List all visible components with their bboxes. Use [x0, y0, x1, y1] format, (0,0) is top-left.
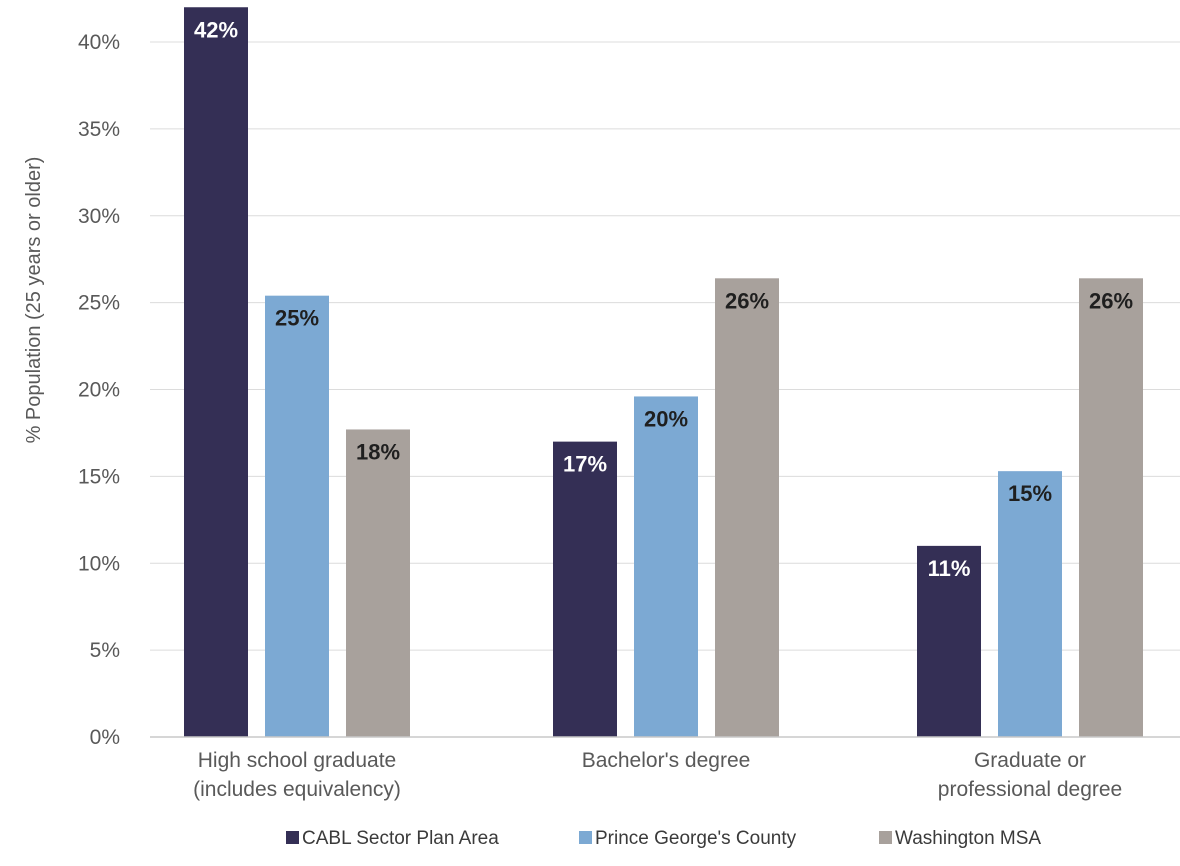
bar-washington-msa: [715, 278, 779, 737]
y-tick-label: 5%: [90, 639, 120, 662]
x-category-label: (includes equivalency): [193, 778, 401, 801]
x-category-label: Bachelor's degree: [582, 749, 751, 772]
y-tick-label: 20%: [78, 379, 120, 402]
bar-washington-msa: [1079, 278, 1143, 737]
legend: CABL Sector Plan Area Prince George's Cou…: [286, 828, 1041, 849]
y-tick-label: 10%: [78, 552, 120, 575]
bar-cabl-sector-plan-area: [553, 441, 617, 737]
data-label: 15%: [1008, 481, 1052, 506]
data-label: 20%: [644, 406, 688, 431]
data-label: 42%: [194, 17, 238, 42]
x-category-label: Graduate or: [974, 749, 1086, 772]
bar-prince-george-s-county: [998, 471, 1062, 737]
y-axis-tick-labels: 0% 5% 10% 15% 20% 25% 30% 35% 40%: [78, 31, 120, 749]
y-tick-label: 25%: [78, 292, 120, 315]
x-category-label: High school graduate: [198, 749, 396, 772]
y-tick-label: 0%: [90, 726, 120, 749]
legend-swatch: [579, 831, 592, 844]
legend-label: Washington MSA: [895, 828, 1041, 849]
y-tick-label: 35%: [78, 118, 120, 141]
bar-cabl-sector-plan-area: [917, 545, 981, 737]
legend-swatch: [286, 831, 299, 844]
legend-swatch: [879, 831, 892, 844]
bars: [184, 7, 1143, 737]
y-tick-label: 15%: [78, 465, 120, 488]
bar-prince-george-s-county: [265, 295, 329, 737]
bar-prince-george-s-county: [634, 396, 698, 737]
bar-washington-msa: [346, 429, 410, 737]
legend-label: CABL Sector Plan Area: [302, 828, 499, 849]
y-tick-label: 40%: [78, 31, 120, 54]
y-axis-title: % Population (25 years or older): [23, 157, 45, 444]
data-label: 17%: [563, 452, 607, 477]
bar-cabl-sector-plan-area: [184, 7, 248, 737]
data-label: 26%: [725, 288, 769, 313]
x-axis-category-labels: High school graduate (includes equivalenc…: [193, 749, 1122, 801]
x-category-label: professional degree: [938, 778, 1122, 801]
data-label: 26%: [1089, 288, 1133, 313]
legend-label: Prince George's County: [595, 828, 797, 849]
data-label: 25%: [275, 306, 319, 331]
y-tick-label: 30%: [78, 205, 120, 228]
data-label: 18%: [356, 439, 400, 464]
data-label: 11%: [928, 556, 971, 581]
data-labels: 42% 17% 11% 25% 20% 15% 18% 26% 26%: [194, 17, 1133, 581]
